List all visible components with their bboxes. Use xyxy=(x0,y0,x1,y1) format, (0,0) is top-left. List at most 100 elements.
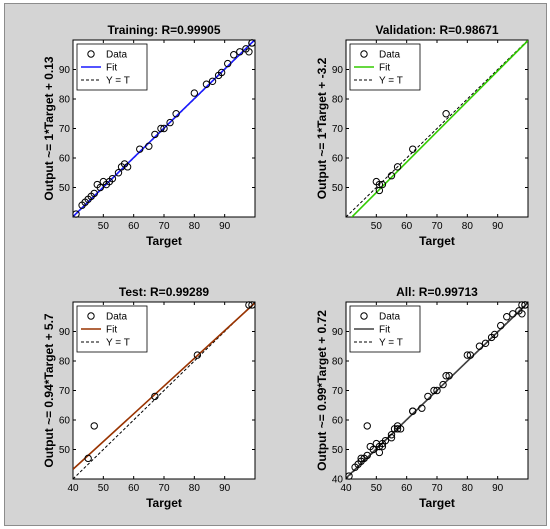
chart-3-data-point xyxy=(509,310,517,318)
chart-0-x-tick-label: 90 xyxy=(219,221,231,232)
chart-2-y-tick-label: 50 xyxy=(59,445,71,456)
chart-3-x-tick-label: 80 xyxy=(462,483,474,494)
chart-0-data-point xyxy=(123,163,132,171)
chart-1-legend-label: Y = T xyxy=(379,76,403,87)
chart-0-legend-label: Fit xyxy=(106,63,117,74)
chart-3-title: All: R=0.99713 xyxy=(396,285,478,299)
chart-2-fit-line xyxy=(73,302,255,470)
chart-3-data-point xyxy=(497,321,505,330)
chart-0-data-point xyxy=(157,124,165,133)
chart-3-data-point xyxy=(430,386,438,395)
chart-3-data-point xyxy=(363,451,371,460)
chart-1-y-equals-t-line xyxy=(346,40,528,217)
chart-3-data-point xyxy=(381,436,390,445)
chart-3-x-tick-label: 50 xyxy=(371,483,383,494)
chart-3-y-tick-label: 80 xyxy=(332,357,344,368)
chart-1-data-point xyxy=(393,163,402,171)
chart-1-data-point xyxy=(378,180,387,189)
chart-3-data-point xyxy=(445,372,453,380)
chart-3-data-point xyxy=(363,422,371,430)
chart-1-y-tick-label: 80 xyxy=(332,95,344,106)
chart-3-data-point xyxy=(375,448,384,457)
chart-3-data-point xyxy=(396,425,405,433)
chart-2-legend-label: Data xyxy=(106,312,128,323)
chart-0-data-point xyxy=(114,169,123,177)
chart-3-y-tick-label: 50 xyxy=(332,445,344,456)
chart-0-data-point xyxy=(245,48,253,56)
chart-2-legend-data-marker xyxy=(87,312,95,320)
chart-3-y-tick-label: 90 xyxy=(332,327,344,338)
chart-1-data-point xyxy=(375,180,384,189)
chart-0-data-point xyxy=(166,118,174,127)
chart-3-x-axis-label: Target xyxy=(419,496,455,510)
all-panel: All: R=0.99713 40 50 60 70 80 90 40 50 60 70 80 90 Ta… xyxy=(315,285,529,510)
chart-0-data-point xyxy=(145,142,153,150)
chart-0-y-axis-label: Output ~= 1*Target + 0.13 xyxy=(42,56,56,200)
chart-1-x-tick-label: 50 xyxy=(371,221,383,232)
chart-0-data-point xyxy=(151,130,159,139)
chart-3-data-point xyxy=(345,472,353,480)
chart-3-legend-data-marker xyxy=(360,312,368,320)
chart-3-y-tick-label: 40 xyxy=(332,475,344,486)
chart-1-x-axis-label: Target xyxy=(419,234,455,248)
chart-0-data-point xyxy=(230,51,238,59)
chart-0-x-tick-label: 60 xyxy=(128,221,140,232)
chart-0-y-tick-label: 70 xyxy=(59,124,71,135)
chart-3-data-point xyxy=(466,351,475,359)
chart-0-legend-label: Data xyxy=(106,50,128,61)
chart-3-legend-label: Y = T xyxy=(379,338,403,349)
chart-3-y-tick-label: 60 xyxy=(332,416,344,427)
chart-2-data-point xyxy=(151,392,159,401)
chart-3-x-tick-label: 70 xyxy=(431,483,443,494)
chart-3-data-point xyxy=(521,301,529,309)
chart-3-y-axis-label: Output ~= 0.99*Target + 0.72 xyxy=(315,310,329,471)
chart-2-x-tick-label: 70 xyxy=(158,483,170,494)
chart-1-legend-label: Data xyxy=(379,50,401,61)
chart-0-data-point xyxy=(248,39,256,47)
chart-0-data-point xyxy=(160,124,168,133)
chart-0-data-point xyxy=(224,59,232,68)
chart-2-y-tick-label: 90 xyxy=(59,327,71,338)
chart-2-legend-label: Y = T xyxy=(106,338,130,349)
chart-0-title: Training: R=0.99905 xyxy=(107,23,220,37)
chart-0-data-point xyxy=(190,89,199,97)
chart-3-data-point xyxy=(424,392,432,401)
chart-0-y-tick-label: 60 xyxy=(59,154,71,165)
training-panel: Training: R=0.99905 50 60 70 80 90 50 60 70 80 90 T… xyxy=(42,23,256,248)
chart-2-data-point xyxy=(90,422,98,430)
chart-1-y-axis-label: Output ~= 1*Target + -3.2 xyxy=(315,57,329,199)
chart-0-y-tick-label: 80 xyxy=(59,95,71,106)
chart-0-data-point xyxy=(108,174,117,183)
chart-1-data-point xyxy=(375,186,384,195)
chart-1-y-tick-label: 70 xyxy=(332,124,344,135)
chart-2-y-axis-label: Output ~= 0.94*Target + 5.7 xyxy=(42,313,56,467)
chart-0-data-point xyxy=(202,80,211,88)
chart-1-legend-label: Fit xyxy=(379,63,390,74)
chart-1-y-tick-label: 50 xyxy=(332,183,344,194)
chart-0-x-tick-label: 70 xyxy=(158,221,170,232)
chart-3-data-point xyxy=(387,434,396,442)
chart-0-data-point xyxy=(90,189,98,198)
chart-3-x-tick-label: 60 xyxy=(401,483,413,494)
chart-0-data-point xyxy=(172,110,180,118)
chart-3-data-point xyxy=(518,310,526,318)
test-panel: Test: R=0.99289 40 50 60 70 80 90 50 60 70 80 90 Tar… xyxy=(42,285,256,510)
chart-3-data-point xyxy=(463,351,472,359)
chart-1-y-tick-label: 90 xyxy=(332,65,344,76)
chart-1-legend-data-marker xyxy=(360,50,368,58)
chart-2-data-point xyxy=(245,301,253,309)
chart-2-data-point xyxy=(248,301,256,309)
chart-0-legend-label: Y = T xyxy=(106,76,130,87)
chart-1-x-tick-label: 90 xyxy=(492,221,504,232)
chart-0-data-point xyxy=(96,183,105,192)
chart-0-y-tick-label: 50 xyxy=(59,183,71,194)
chart-2-legend-label: Fit xyxy=(106,325,117,336)
chart-3-legend-label: Data xyxy=(379,312,401,323)
chart-3-data-point xyxy=(475,342,484,350)
chart-2-x-axis-label: Target xyxy=(146,496,182,510)
chart-0-legend-data-marker xyxy=(87,50,95,58)
chart-2-y-tick-label: 70 xyxy=(59,386,71,397)
chart-3-data-point xyxy=(409,407,417,415)
chart-1-data-point xyxy=(409,145,417,153)
chart-1-x-tick-label: 80 xyxy=(462,221,474,232)
